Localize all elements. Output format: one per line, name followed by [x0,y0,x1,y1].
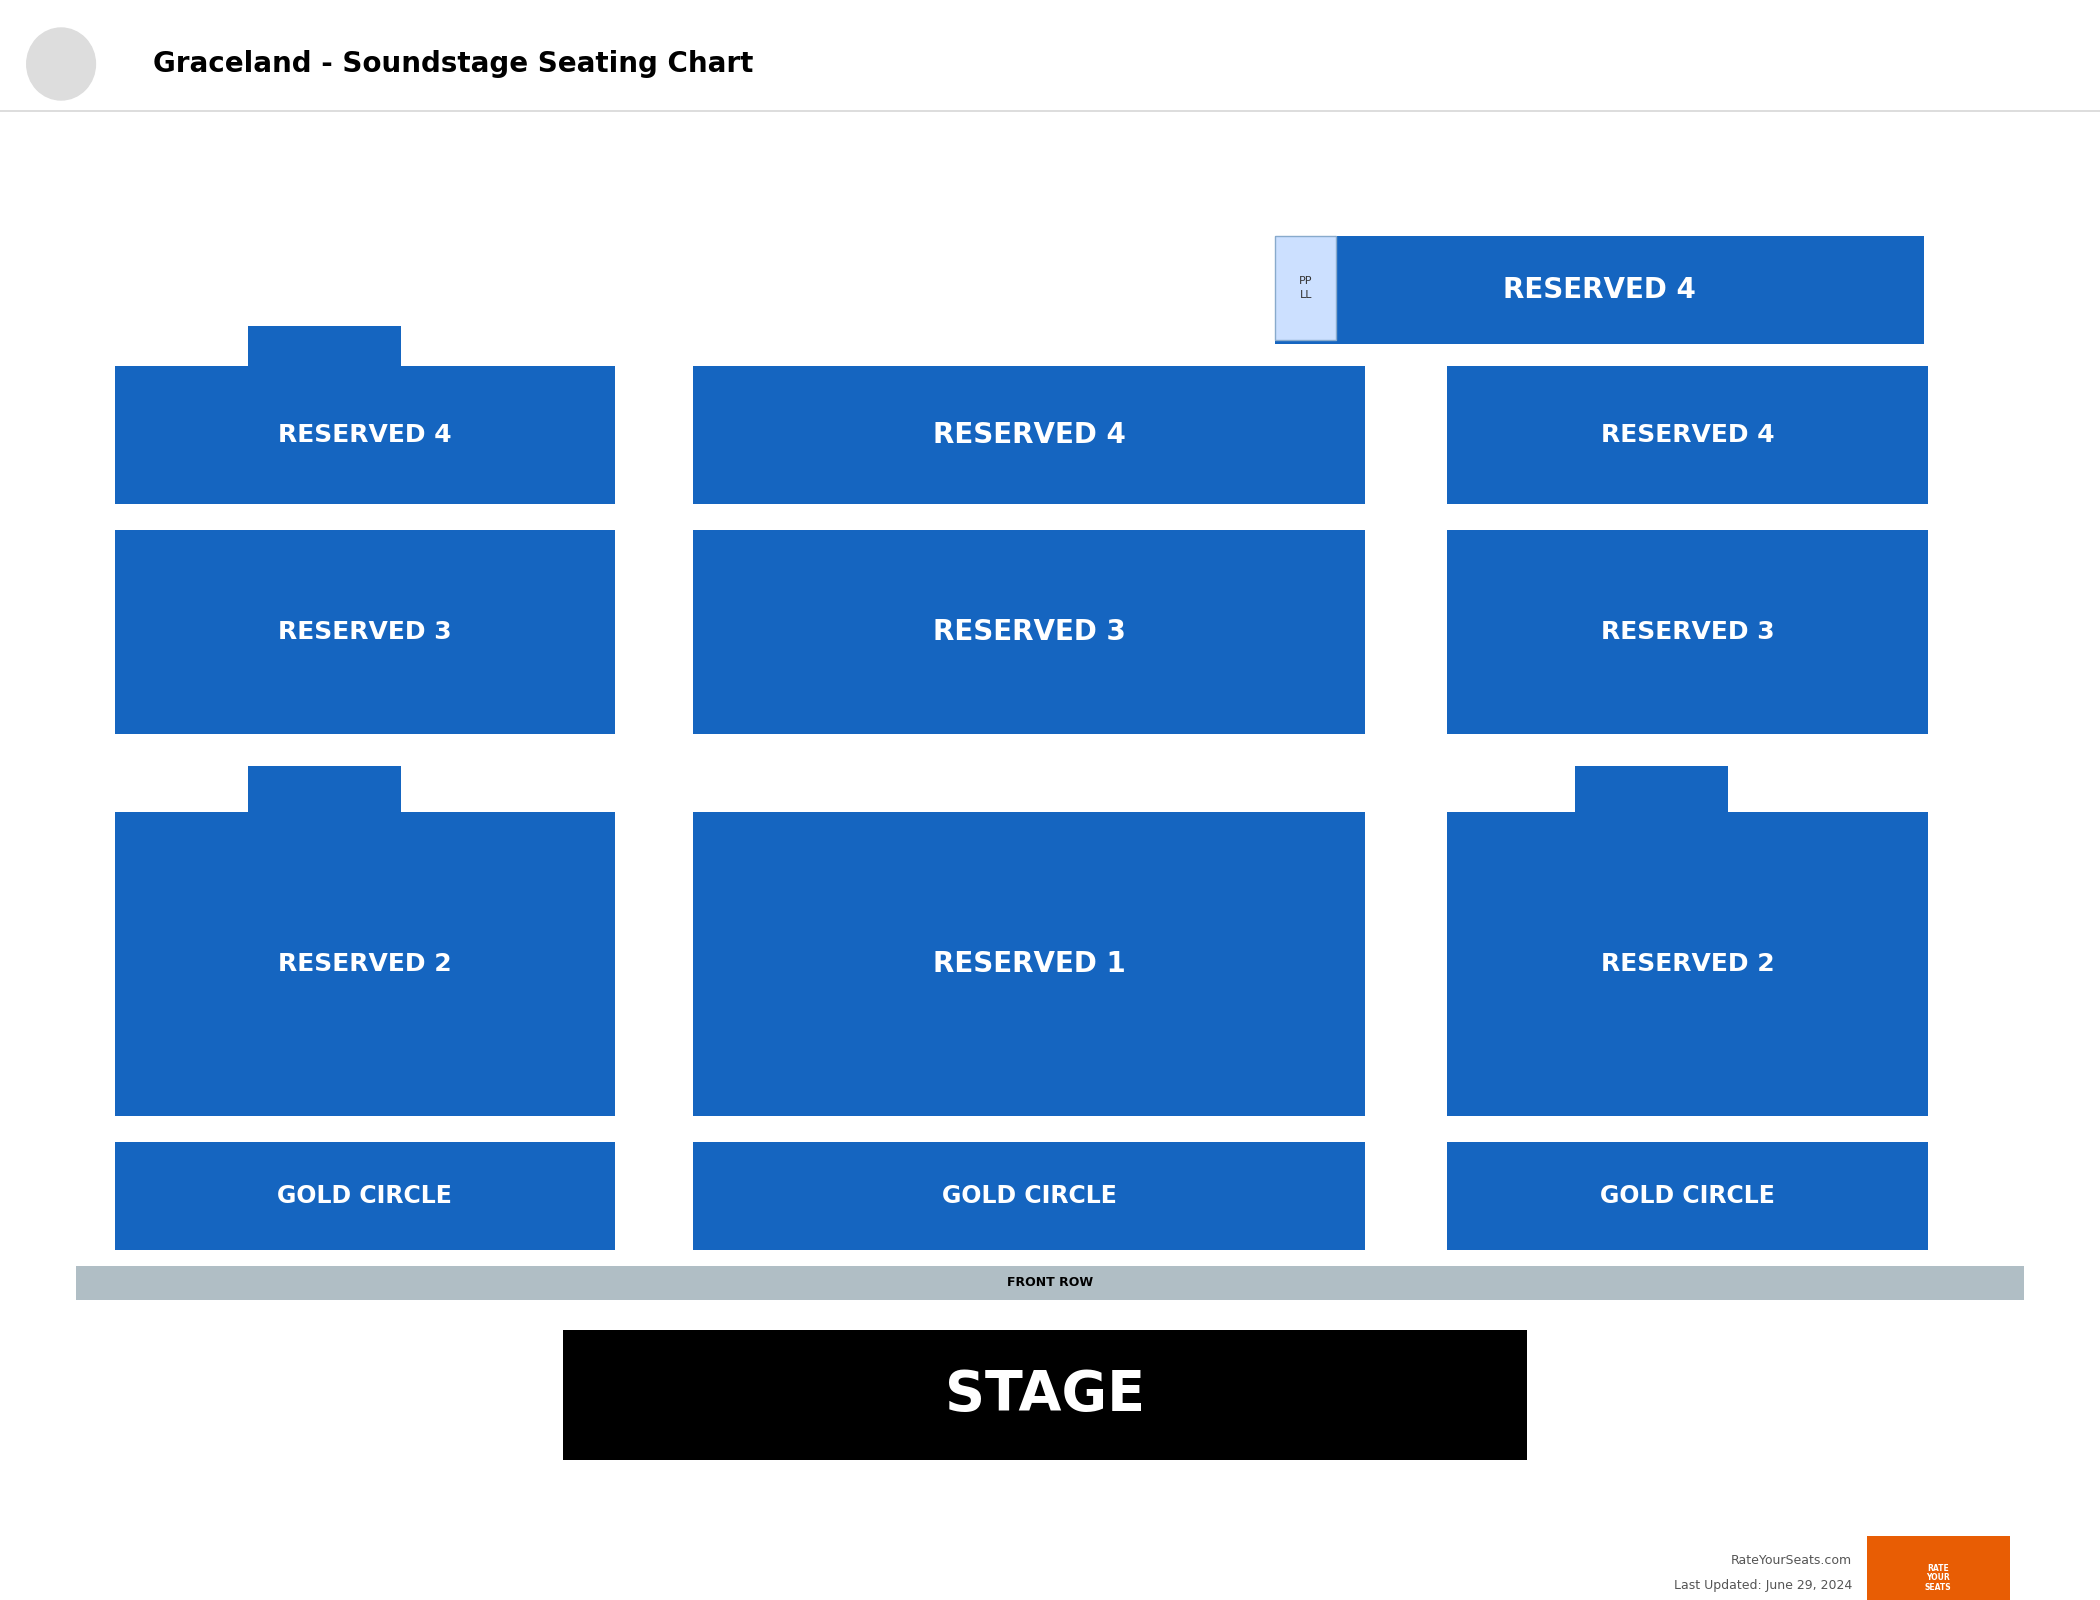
Text: RESERVED 3: RESERVED 3 [932,618,1126,646]
Bar [116,530,615,734]
Bar [1447,366,1928,504]
Circle shape [27,27,94,99]
Text: RESERVED 2: RESERVED 2 [277,952,452,976]
Text: RESERVED 1: RESERVED 1 [932,950,1126,978]
Text: RESERVED 4: RESERVED 4 [1504,275,1697,304]
Text: RESERVED 2: RESERVED 2 [1600,952,1774,976]
Text: GOLD CIRCLE: GOLD CIRCLE [1600,1184,1774,1208]
Text: RateYourSeats.com: RateYourSeats.com [1730,1554,1852,1566]
Bar [116,1142,615,1250]
Bar [693,1142,1365,1250]
Bar [1275,235,1336,341]
Text: PP
LL: PP LL [1300,277,1312,299]
Text: Graceland - Soundstage Seating Chart: Graceland - Soundstage Seating Chart [153,50,754,78]
Bar [116,366,615,504]
Bar [1275,235,1924,344]
Text: FRONT ROW: FRONT ROW [1006,1277,1094,1290]
Bar [693,530,1365,734]
Text: RATE
YOUR
SEATS: RATE YOUR SEATS [1924,1563,1951,1592]
Bar [248,326,401,366]
Text: GOLD CIRCLE: GOLD CIRCLE [941,1184,1117,1208]
Text: Last Updated: June 29, 2024: Last Updated: June 29, 2024 [1674,1579,1852,1592]
Bar [563,1330,1527,1459]
Text: RESERVED 4: RESERVED 4 [277,422,452,446]
Text: STAGE: STAGE [945,1368,1144,1422]
Text: RESERVED 4: RESERVED 4 [1600,422,1774,446]
Bar [1447,813,1928,1117]
Bar [1575,766,1728,813]
Bar [0,110,2100,112]
Text: RESERVED 3: RESERVED 3 [1600,619,1774,643]
Text: GOLD CIRCLE: GOLD CIRCLE [277,1184,452,1208]
Bar [116,813,615,1117]
Bar [76,1266,2024,1299]
Bar [693,813,1365,1117]
Text: RESERVED 3: RESERVED 3 [277,619,452,643]
Bar [693,366,1365,504]
Text: RESERVED 4: RESERVED 4 [932,421,1126,450]
Bar [1447,1142,1928,1250]
Bar [248,766,401,813]
Bar [1447,530,1928,734]
Bar [1867,1536,2010,1600]
